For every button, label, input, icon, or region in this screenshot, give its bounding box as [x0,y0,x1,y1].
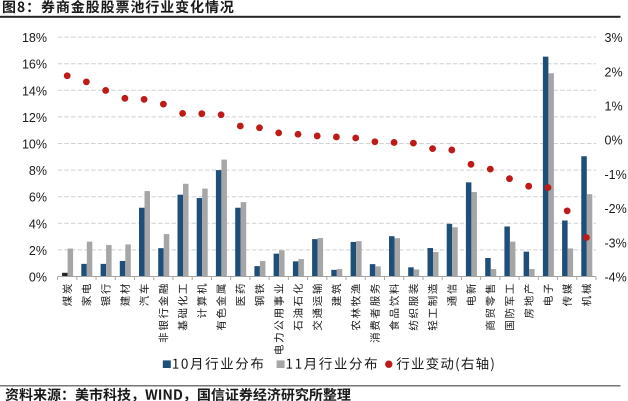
svg-text:12%: 12% [22,111,47,125]
svg-text:2%: 2% [605,65,623,79]
svg-text:0%: 0% [605,134,623,148]
svg-text:3%: 3% [605,31,623,45]
svg-text:-1%: -1% [605,168,627,182]
svg-text:14%: 14% [22,84,47,98]
svg-text:4%: 4% [29,217,47,231]
svg-text:6%: 6% [29,191,47,205]
svg-text:-3%: -3% [605,236,627,250]
svg-text:8%: 8% [29,164,47,178]
svg-text:16%: 16% [22,58,47,72]
svg-text:10%: 10% [22,138,47,152]
svg-text:1%: 1% [605,100,623,114]
svg-text:0%: 0% [29,271,47,285]
svg-text:2%: 2% [29,244,47,258]
svg-text:-4%: -4% [605,271,627,285]
svg-text:-2%: -2% [605,202,627,216]
svg-text:18%: 18% [22,31,47,45]
